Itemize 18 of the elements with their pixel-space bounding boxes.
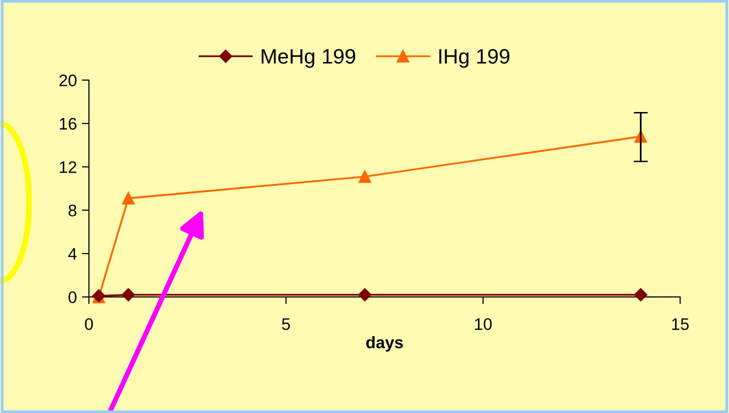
point <box>358 170 372 183</box>
legend-label: MeHg 199 <box>262 49 356 68</box>
point <box>122 192 135 205</box>
x-axis-title: days <box>366 336 403 352</box>
x-tick-label: 15 <box>672 318 689 330</box>
y-tick-label: 8 <box>68 204 76 216</box>
y-tick-label: 16 <box>60 118 76 130</box>
x-tick-label: 0 <box>84 318 93 330</box>
y-tick-label: 12 <box>60 161 76 173</box>
point <box>358 288 372 302</box>
y-tick-label: 4 <box>68 248 77 260</box>
point <box>122 288 135 302</box>
point <box>634 288 648 302</box>
y-tick-label: 0 <box>68 291 76 304</box>
y-tick-label: 20 <box>59 74 76 86</box>
x-tick-label: 10 <box>475 318 492 330</box>
legend-label: IHg 199 <box>439 49 510 68</box>
x-tick-label: 5 <box>282 318 290 330</box>
